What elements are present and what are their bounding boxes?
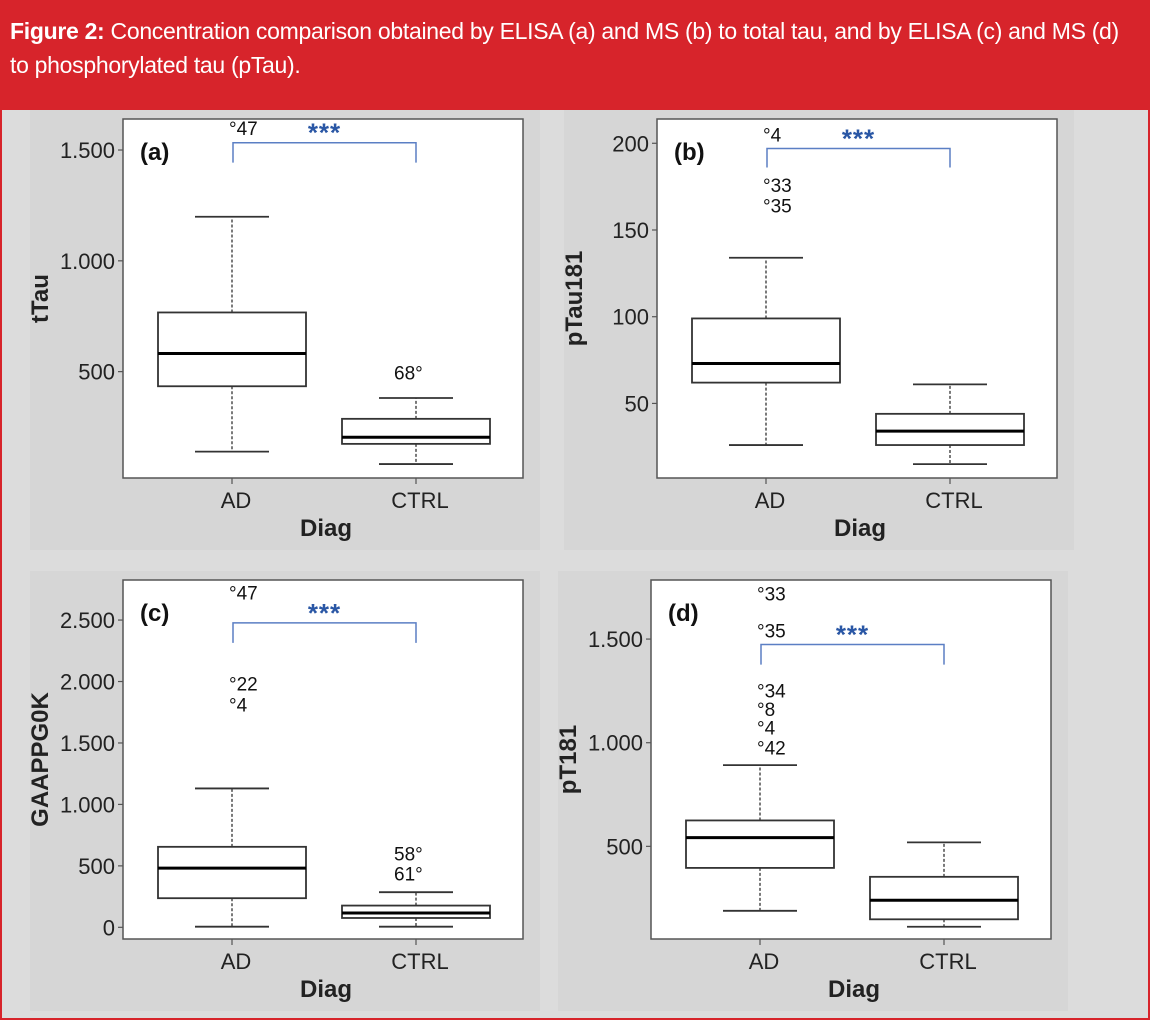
y-tick-label: 100 — [612, 305, 649, 330]
outlier-label: 68° — [394, 364, 423, 385]
x-tick-label: CTRL — [919, 949, 976, 974]
x-tick-label: CTRL — [391, 949, 448, 974]
y-tick-label: 150 — [612, 218, 649, 243]
outlier-label: °47 — [229, 119, 258, 140]
outlier-label: °33 — [763, 176, 792, 197]
y-tick-label: 1.000 — [60, 792, 115, 817]
outlier-label: °4 — [229, 695, 248, 716]
y-tick-label: 2.000 — [60, 670, 115, 695]
y-tick-label: 1.500 — [588, 627, 643, 652]
boxplot-panel-c: 0 500 1.000 1.500 2.000 2.500 GAAPPG0K AD CTRL Di… — [27, 571, 540, 1011]
significance-stars: *** — [308, 598, 341, 628]
y-tick-label: 500 — [606, 834, 643, 859]
boxplot-panel-d: 500 1.000 1.500 pT181 AD CTRL Diag (d) °33 °35 °34… — [555, 571, 1068, 1011]
box-ctrl — [875, 412, 1025, 446]
caption-text: Concentration comparison obtained by ELI… — [10, 18, 1119, 78]
panel-label: (c) — [140, 600, 169, 627]
outlier-label: 61° — [394, 865, 423, 886]
x-tick-label: CTRL — [391, 488, 448, 513]
y-axis-label: GAAPPG0K — [27, 691, 54, 826]
x-axis-label: Diag — [300, 515, 352, 542]
outlier-label: °34 — [757, 682, 786, 703]
outlier-label: °42 — [757, 739, 786, 760]
y-tick-label: 1.500 — [60, 731, 115, 756]
significance-stars: *** — [842, 123, 875, 153]
outlier-label: °8 — [757, 700, 775, 721]
outlier-label: °4 — [763, 126, 782, 147]
y-tick-label: 1.500 — [60, 138, 115, 163]
significance-stars: *** — [836, 619, 869, 649]
significance-bracket — [232, 622, 417, 643]
figure-caption: Figure 2: Concentration comparison obtai… — [10, 14, 1130, 82]
significance-bracket — [232, 141, 417, 163]
panel-label: (a) — [140, 139, 169, 166]
x-tick-label: CTRL — [925, 488, 982, 513]
box-ad — [691, 317, 841, 384]
x-tick-label: AD — [221, 949, 252, 974]
box-ad — [157, 845, 307, 900]
box-ad — [157, 311, 307, 388]
outlier-label: °47 — [229, 583, 258, 604]
boxplot-panel-b: 50 100 150 200 pTau181 AD CTRL Diag (b) °4 °33°35 *… — [561, 110, 1074, 550]
significance-bracket — [766, 147, 951, 168]
outlier-label: °22 — [229, 674, 258, 695]
y-tick-label: 500 — [78, 360, 115, 385]
y-axis-label: tTau — [27, 274, 54, 323]
figure-caption-banner: Figure 2: Concentration comparison obtai… — [0, 0, 1150, 110]
x-axis-label: Diag — [834, 515, 886, 542]
significance-bracket — [760, 643, 945, 665]
y-tick-label: 1.000 — [60, 249, 115, 274]
outlier-label: °35 — [757, 621, 786, 642]
significance-stars: *** — [308, 118, 341, 148]
x-axis-label: Diag — [300, 976, 352, 1003]
x-tick-label: AD — [755, 488, 786, 513]
x-tick-label: AD — [221, 488, 252, 513]
y-tick-label: 200 — [612, 131, 649, 156]
boxplot-panel-a: 500 1.000 1.500 tTau AD CTRL Diag (a) °47 68° *** — [27, 110, 540, 550]
outlier-label: °35 — [763, 197, 792, 218]
outlier-label: °4 — [757, 719, 776, 740]
box-ctrl — [869, 875, 1019, 921]
y-tick-label: 500 — [78, 854, 115, 879]
outlier-label: 58° — [394, 845, 423, 866]
y-tick-label: 0 — [103, 915, 115, 940]
y-axis-label: pT181 — [555, 725, 582, 794]
y-axis-label: pTau181 — [561, 251, 588, 347]
x-axis-label: Diag — [828, 976, 880, 1003]
figure-label: Figure 2: — [10, 18, 105, 44]
x-tick-label: AD — [749, 949, 780, 974]
panel-label: (b) — [674, 139, 705, 166]
y-tick-label: 1.000 — [588, 731, 643, 756]
y-tick-label: 2.500 — [60, 608, 115, 633]
outlier-label: °33 — [757, 584, 786, 605]
panel-label: (d) — [668, 600, 699, 627]
y-tick-label: 50 — [625, 391, 649, 416]
box-ctrl — [341, 417, 491, 445]
box-ad — [685, 819, 835, 869]
